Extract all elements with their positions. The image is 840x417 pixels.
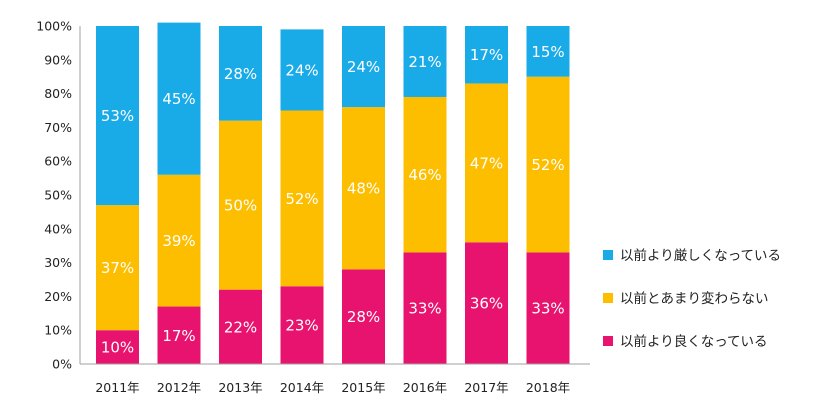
bar-segment (280, 29, 324, 111)
bar-value-label: 46% (408, 166, 441, 184)
x-tick-label: 2013年 (218, 380, 262, 395)
bar-segment (219, 26, 262, 121)
bar-value-label: 33% (531, 300, 564, 318)
bar-value-label: 52% (285, 190, 318, 208)
x-tick-label: 2018年 (526, 380, 570, 395)
bar-segment (342, 107, 385, 270)
y-tick-label: 40% (44, 221, 72, 236)
x-tick-label: 2011年 (95, 380, 139, 395)
bar-value-label: 33% (408, 300, 441, 318)
bar-segment (403, 96, 447, 253)
y-tick-label: 100% (36, 19, 72, 34)
y-tick-label: 90% (44, 52, 72, 67)
bar-value-label: 53% (101, 107, 134, 125)
bar-segment (280, 110, 324, 287)
y-tick-label: 60% (44, 154, 72, 169)
bar-value-label: 37% (101, 259, 134, 277)
x-axis: 2011年 2012年 2013年 2014年 2015年 2016年 2017年 2018年 (80, 363, 590, 395)
bar-segment (96, 205, 139, 331)
bar-segment (526, 252, 570, 364)
bar-value-label: 21% (408, 53, 441, 71)
bar-value-label: 28% (347, 308, 380, 326)
bar-segment (157, 306, 201, 364)
bar-segment (342, 26, 385, 108)
legend-label: 以前より厳しくなっている (620, 247, 781, 264)
bar-segment (157, 174, 201, 307)
y-tick-label: 30% (44, 255, 72, 270)
bar-segment (465, 83, 508, 243)
legend-label: 以前とあまり変わらない (620, 290, 769, 307)
bar-segment (465, 26, 508, 84)
bar-segment (403, 26, 447, 97)
bar-segment (526, 76, 570, 253)
legend-swatch (603, 336, 613, 346)
legend-label: 以前より良くなっている (620, 333, 768, 350)
y-tick-label: 20% (44, 289, 72, 304)
legend-swatch (603, 293, 613, 303)
bar-segment (465, 242, 508, 364)
bar-segment (219, 120, 262, 290)
bar-value-label: 28% (224, 65, 257, 83)
bar-segment (96, 330, 139, 364)
bars: 10% 37% 53% 17% 39% 45% 22% 50% 28% 23% 52% 24% 28% 4… (96, 22, 570, 364)
bar-value-label: 36% (470, 295, 503, 313)
y-tick-label: 50% (44, 188, 72, 203)
y-tick-label: 80% (44, 86, 72, 101)
y-axis: 0% 10% 20% 30% 40% 50% 60% 70% 80% 90% 100% (36, 19, 81, 372)
y-tick-label: 70% (44, 120, 72, 135)
x-tick-label: 2012年 (157, 380, 201, 395)
legend-swatch (603, 250, 613, 260)
bar-value-label: 39% (162, 232, 195, 250)
bar-segment (342, 269, 385, 364)
bar-value-label: 15% (531, 43, 564, 61)
y-tick-label: 0% (52, 357, 72, 372)
x-tick-label: 2017年 (464, 380, 508, 395)
bar-value-label: 22% (224, 318, 257, 336)
bar-value-label: 17% (162, 327, 195, 345)
x-tick-label: 2015年 (341, 380, 385, 395)
bar-value-label: 50% (224, 197, 257, 215)
x-tick-label: 2014年 (280, 380, 324, 395)
bar-value-label: 23% (285, 317, 318, 335)
bar-value-label: 45% (162, 90, 195, 108)
bar-value-label: 24% (347, 58, 380, 76)
bar-segment (526, 26, 570, 77)
bar-value-label: 48% (347, 180, 380, 198)
bar-value-label: 52% (531, 156, 564, 174)
bar-segment (219, 289, 262, 364)
x-tick-label: 2016年 (403, 380, 447, 395)
bar-segment (96, 26, 139, 206)
bar-segment (403, 252, 447, 364)
y-tick-label: 10% (44, 323, 72, 338)
bar-value-label: 47% (470, 154, 503, 172)
bar-segment (280, 286, 324, 364)
bar-segment (157, 22, 201, 175)
bar-value-label: 17% (470, 46, 503, 64)
bar-value-label: 24% (285, 61, 318, 79)
bar-value-label: 10% (101, 339, 134, 357)
